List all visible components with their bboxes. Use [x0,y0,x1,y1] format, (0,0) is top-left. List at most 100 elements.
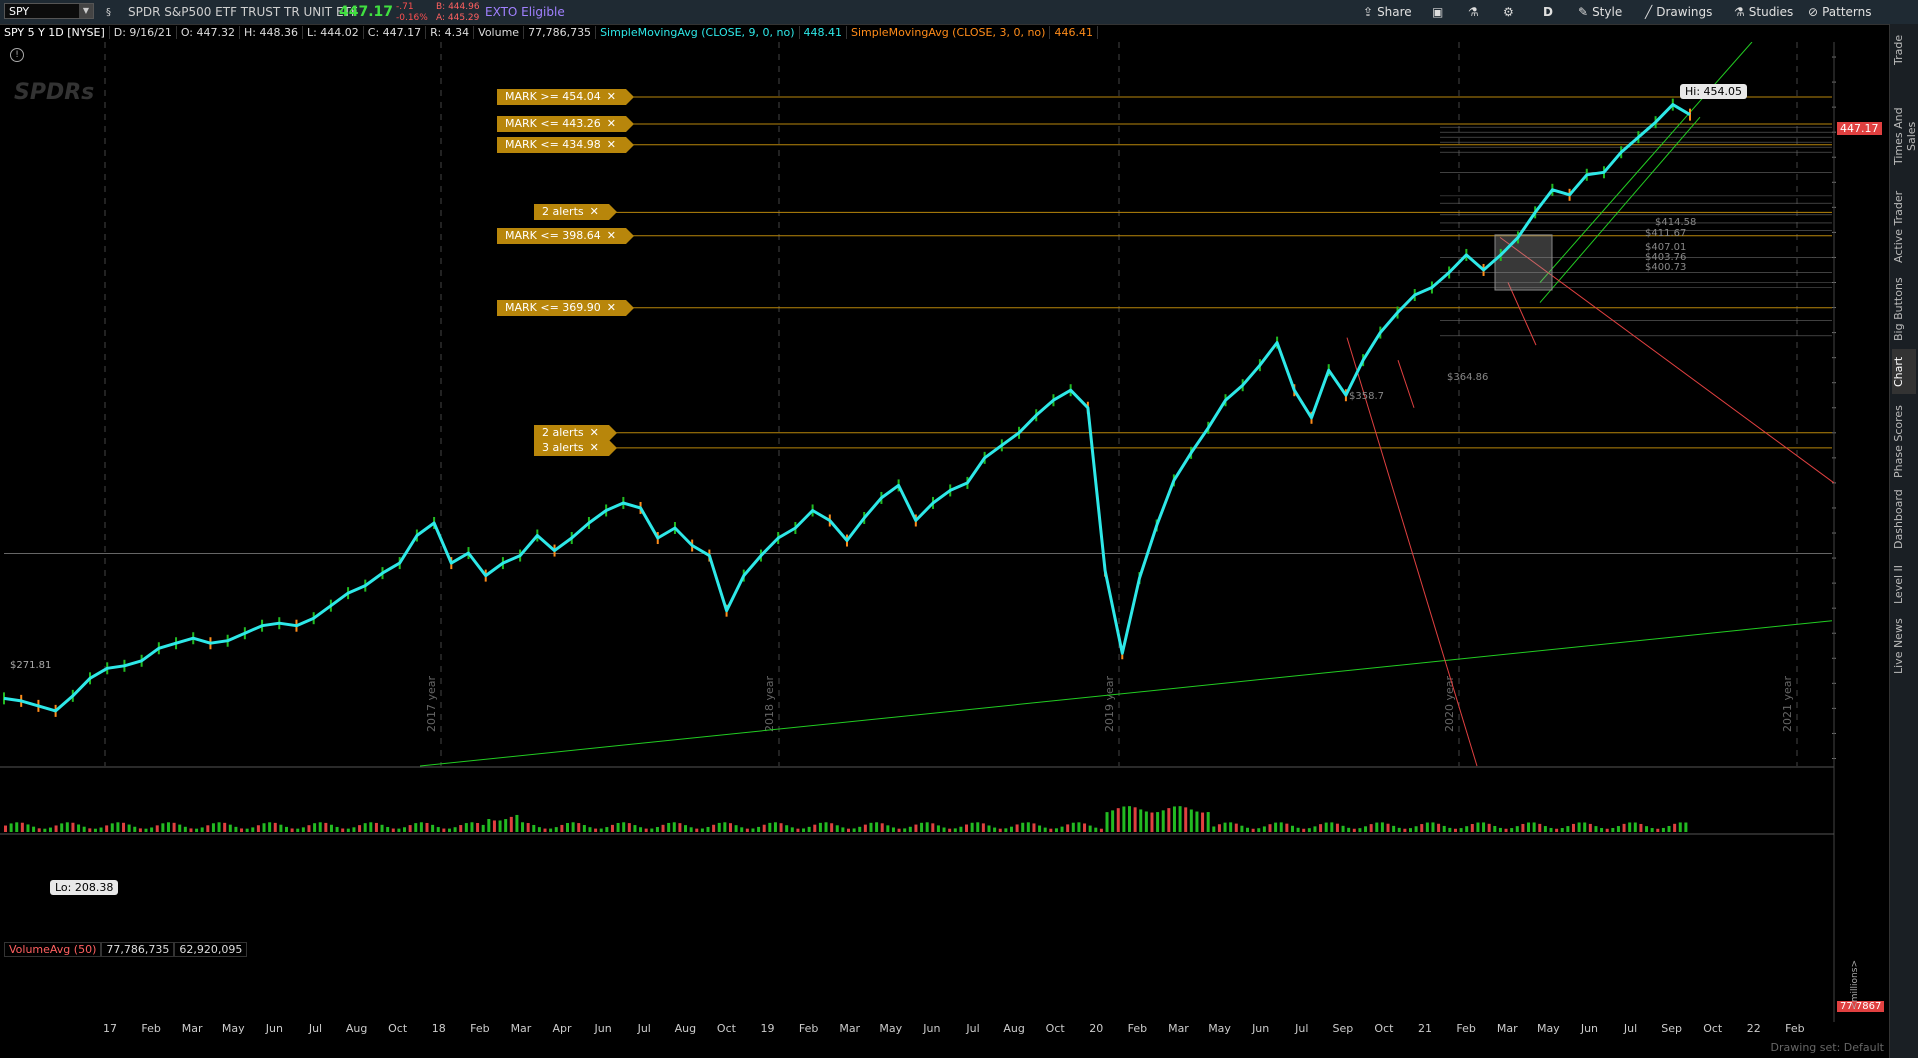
volume-bar [953,828,957,832]
side-tab-dashboard[interactable]: Dashboard [1892,489,1905,549]
volume-bar [262,823,266,832]
aggregation-button[interactable]: D [1543,5,1553,19]
volume-study-label[interactable]: VolumeAvg (50) [4,942,102,957]
bar-low: L: 444.02 [302,26,364,39]
close-icon[interactable]: ✕ [606,117,617,131]
volume-bar [987,825,991,832]
volume-bar [352,827,356,832]
volume-bar [195,828,199,832]
alert-flag[interactable]: MARK <= 369.90 ✕ [497,299,635,316]
close-icon[interactable]: ✕ [606,137,617,151]
style-button[interactable]: ✎ Style [1578,0,1622,24]
volume-bar [1583,822,1587,832]
chart-info-bar: SPY 5 Y 1D [NYSE] D: 9/16/21 O: 447.32 H: 4… [0,24,1835,42]
sma9-label[interactable]: SimpleMovingAvg (CLOSE, 9, 0, no) [596,26,800,39]
trend-line-red [1397,359,1415,408]
volume-bar [1684,822,1688,832]
x-tick-label: Jun [1580,1022,1598,1035]
volume-bar [1116,808,1120,832]
volume-bar [1077,822,1081,832]
link-icon[interactable]: § [106,7,111,18]
volume-bar [1217,824,1221,832]
volume-bar [1290,825,1294,832]
close-icon[interactable]: ✕ [589,425,599,439]
y-axis: 4704604504404304204104003903803703603503… [1832,42,1836,1022]
alert-flag[interactable]: 2 alerts ✕ [534,204,617,221]
volume-bar [301,827,305,832]
share-button[interactable]: ⇪ Share [1363,0,1412,24]
info-icon[interactable]: ! [10,48,24,62]
gear-icon: ⚙ [1503,5,1514,19]
volume-bar [1296,827,1300,832]
drawings-button[interactable]: ╱ Drawings [1645,0,1712,24]
volume-bar [594,828,598,832]
x-tick-label: Jul [1623,1022,1637,1035]
x-tick-label: Oct [1703,1022,1723,1035]
side-tab-big-buttons[interactable]: Big Buttons [1892,277,1905,341]
symbol-selector[interactable]: SPY ▼ [4,3,94,19]
side-tab-live-news[interactable]: Live News [1892,618,1905,675]
patterns-button[interactable]: ⊘ Patterns [1808,0,1872,24]
alert-flag[interactable]: MARK <= 434.98 ✕ [497,136,635,153]
volume-bar [1656,828,1660,832]
bar-high: H: 448.36 [239,26,303,39]
volume-bar [161,823,165,832]
alert-flag-label: MARK <= 434.98 [505,137,601,151]
volume-bar [256,825,260,832]
volume-bar [863,824,867,832]
volume-bar [970,822,974,832]
price-label-414: $414.58 [1655,217,1697,228]
volume-bar [318,822,322,832]
volume-bar [537,827,541,832]
bar-open: O: 447.32 [176,26,240,39]
volume-bar [745,828,749,832]
alert-flag[interactable]: 3 alerts ✕ [534,439,617,456]
volume-bar [543,828,547,832]
volume-bar [138,828,142,832]
bar-close: C: 447.17 [363,26,427,39]
sma3-label[interactable]: SimpleMovingAvg (CLOSE, 3, 0, no) [847,26,1051,39]
volume-bar [1364,826,1368,832]
studies-button[interactable]: ⚗ Studies [1734,0,1793,24]
alert-flag[interactable]: 2 alerts ✕ [534,424,617,441]
volume-bar [807,826,811,832]
volume-bar [1274,822,1278,832]
last-price-tag: 447.17 [1837,122,1882,135]
side-tab-trade[interactable]: Trade [1892,34,1905,66]
x-tick-label: Jun [594,1022,612,1035]
symbol-value: SPY [9,5,30,18]
close-icon[interactable]: ✕ [606,90,617,103]
volume-bar [1504,828,1508,832]
x-tick-label: Oct [388,1022,408,1035]
alert-flag[interactable]: MARK <= 443.26 ✕ [497,116,635,133]
close-icon[interactable]: ✕ [606,300,617,314]
camera-button[interactable]: ▣ [1432,0,1447,24]
close-icon[interactable]: ✕ [606,228,617,242]
volume-bar [931,823,935,832]
settings-button[interactable]: ⚙ [1503,0,1518,24]
flask-button[interactable]: ⚗ [1468,0,1483,24]
side-tab-phase-scores[interactable]: Phase Scores [1892,405,1905,478]
volume-bar [172,822,176,832]
volume-bar [1628,822,1632,832]
volume-bar [605,827,609,832]
volume-bar [1510,828,1514,832]
volume-bar [1262,826,1266,832]
close-icon[interactable]: ✕ [589,440,599,454]
alert-flag[interactable]: MARK <= 398.64 ✕ [497,227,635,244]
style-icon: ✎ [1578,5,1589,19]
side-tab-level-ii[interactable]: Level II [1892,564,1905,604]
volume-bar [93,828,97,832]
volume-bar [858,826,862,832]
side-tab-active-trader[interactable]: Active Trader [1892,190,1905,263]
chevron-down-icon[interactable]: ▼ [79,4,93,18]
alert-flag[interactable]: MARK >= 454.04 ✕ [497,89,635,105]
volume-bar [644,828,648,832]
close-icon[interactable]: ✕ [589,205,599,219]
volume-bar [200,827,204,832]
volume-bar [1470,824,1474,832]
side-tab-chart[interactable]: Chart [1892,349,1916,394]
volume-bar [1476,822,1480,832]
price-chart[interactable]: 2017 year 2018 year 2019 year 2020 year 2021… [0,42,1836,1058]
side-tab-times-and-sales[interactable]: Times And Sales [1892,107,1918,166]
